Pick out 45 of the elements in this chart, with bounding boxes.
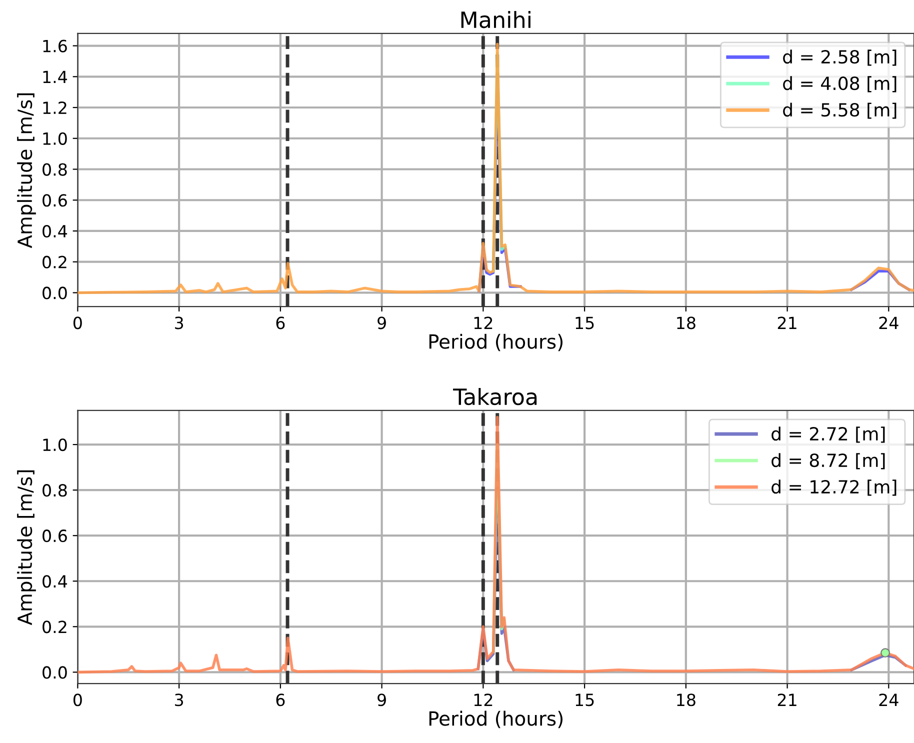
x-tick-label: 12 (474, 316, 492, 329)
x-axis-title: Period (hours) (429, 710, 562, 728)
x-tick-label: 3 (175, 694, 184, 706)
legend-label: d = 2.58 [m] (783, 50, 896, 66)
x-tick-label: 24 (879, 694, 898, 706)
y-tick-label: 0.0 (42, 286, 67, 300)
y-axis-title: Amplitude [m/s] (17, 93, 36, 248)
y-tick-label: 0.4 (42, 575, 68, 588)
y-tick-label: 1.4 (43, 70, 68, 83)
y-tick-label: 1.6 (43, 40, 67, 52)
x-tick-label: 18 (677, 694, 696, 706)
y-tick-label: 1.0 (43, 438, 67, 452)
chart-title: Manihi (461, 10, 530, 28)
x-tick-label: 15 (576, 316, 594, 330)
x-tick-label: 0 (73, 694, 82, 706)
x-tick-label: 9 (378, 694, 386, 706)
chart-title: Takaroa (453, 388, 537, 406)
x-tick-label: 6 (276, 694, 285, 706)
y-tick-label: 0.4 (42, 224, 68, 238)
y-tick-label: 0.2 (42, 620, 66, 634)
y-tick-label: 0.0 (42, 666, 67, 679)
x-tick-label: 15 (576, 694, 594, 706)
y-tick-label: 0.8 (42, 484, 67, 497)
x-tick-label: 18 (677, 316, 696, 330)
legend-label: d = 8.72 [m] (772, 453, 885, 470)
y-tick-label: 1.0 (43, 132, 67, 145)
x-tick-label: 0 (73, 316, 82, 330)
y-tick-label: 1.2 (43, 101, 66, 114)
y-axis-title: Amplitude [m/s] (17, 470, 36, 626)
y-tick-label: 0.2 (42, 256, 66, 268)
x-tick-label: 9 (378, 316, 386, 330)
x-tick-label: 21 (778, 316, 796, 329)
x-tick-label: 24 (879, 316, 898, 329)
x-tick-label: 6 (276, 316, 285, 330)
x-tick-label: 21 (778, 694, 796, 706)
y-tick-label: 0.6 (42, 194, 67, 207)
x-axis-title: Period (hours) (429, 334, 562, 352)
y-tick-label: 0.6 (42, 530, 67, 542)
legend-label: d = 5.58 [m] (783, 102, 896, 119)
x-tick-label: 3 (175, 316, 184, 330)
legend-label: d = 4.08 [m] (783, 76, 896, 92)
legend-label: d = 12.72 [m] (772, 480, 896, 496)
legend-label: d = 2.72 [m] (772, 426, 885, 443)
y-tick-label: 0.8 (42, 163, 67, 176)
x-tick-label: 12 (474, 694, 492, 706)
